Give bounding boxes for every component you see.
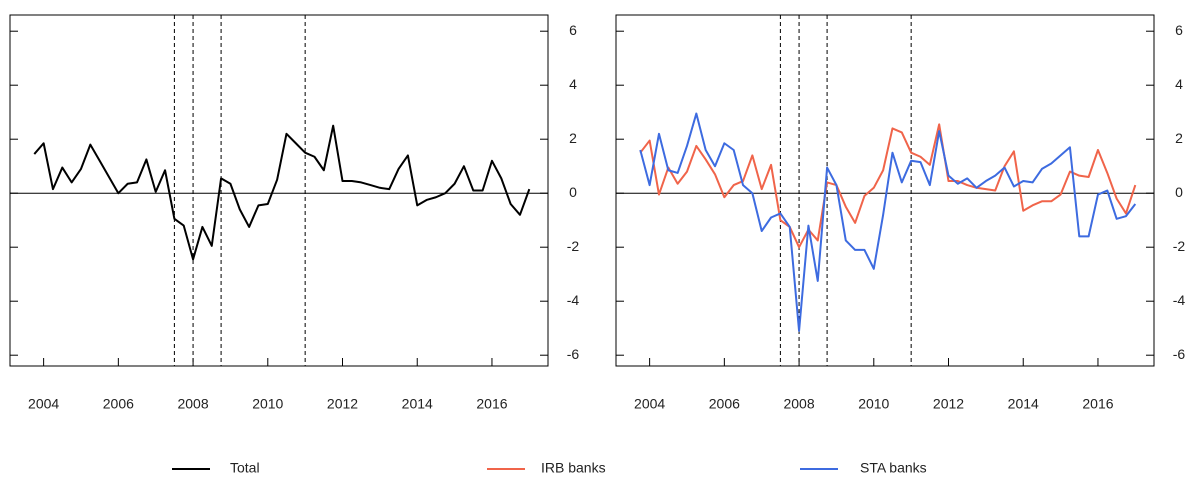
y-tick-label: -6 (567, 346, 580, 362)
y-tick-label: 2 (569, 130, 577, 146)
x-tick-label: 2006 (709, 396, 740, 412)
y-tick-label: 6 (569, 22, 577, 38)
y-tick-label: 4 (569, 76, 577, 92)
x-tick-label: 2008 (177, 396, 208, 412)
y-tick-label: -2 (567, 238, 580, 254)
x-tick-label: 2004 (634, 396, 665, 412)
x-tick-label: 2010 (252, 396, 283, 412)
legend-label: Total (230, 460, 260, 476)
y-tick-label: -6 (1173, 346, 1186, 362)
x-tick-label: 2010 (858, 396, 889, 412)
data-line (639, 123, 1137, 249)
legend: Total IRB banks STA banks (172, 460, 927, 476)
x-tick-label: 2004 (28, 396, 59, 412)
y-tick-label: 4 (1175, 76, 1183, 92)
y-tick-label: 0 (1175, 184, 1183, 200)
y-tick-label: -4 (567, 292, 580, 308)
legend-label: IRB banks (541, 460, 606, 476)
plot-frame (9, 14, 549, 367)
y-tick-label: 0 (569, 184, 577, 200)
x-tick-label: 2016 (476, 396, 507, 412)
legend-label: STA banks (860, 460, 927, 476)
x-tick-label: 2014 (1008, 396, 1039, 412)
x-tick-label: 2012 (327, 396, 358, 412)
x-tick-label: 2006 (103, 396, 134, 412)
x-tick-label: 2016 (1082, 396, 1113, 412)
y-tick-label: 6 (1175, 22, 1183, 38)
y-tick-label: -4 (1173, 292, 1186, 308)
data-line (33, 124, 531, 261)
y-tick-label: -2 (1173, 238, 1186, 254)
y-tick-label: 2 (1175, 130, 1183, 146)
x-tick-label: 2012 (933, 396, 964, 412)
plot-frame (615, 14, 1155, 367)
x-tick-label: 2008 (783, 396, 814, 412)
data-line (639, 112, 1137, 332)
x-tick-label: 2014 (402, 396, 433, 412)
